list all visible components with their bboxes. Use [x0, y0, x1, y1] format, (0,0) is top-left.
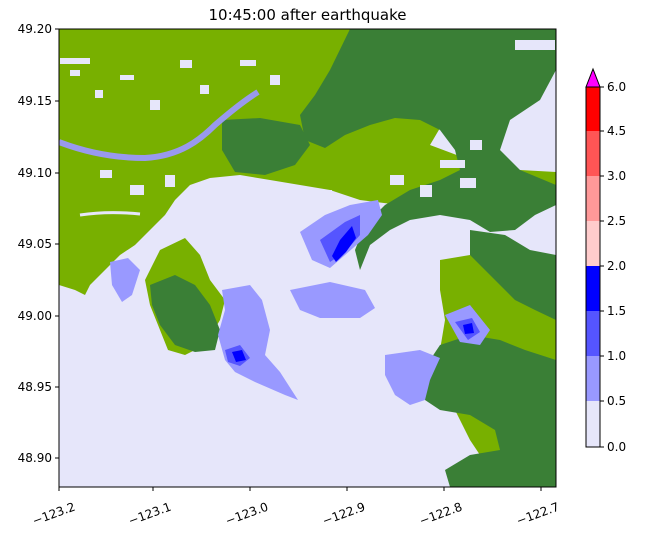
colorbar-tick-label: 0.5	[607, 394, 626, 408]
y-tick-label: 49.15	[18, 94, 52, 108]
upland-central	[222, 118, 310, 175]
colorbar-tick-label: 3.0	[607, 169, 626, 183]
flood-zone-1-5-east	[463, 323, 474, 334]
colorbar-band	[586, 221, 600, 266]
flood-zone-0-5-center	[290, 282, 375, 318]
fraser-river	[59, 89, 260, 162]
plot-frame	[58, 28, 557, 488]
upland-northeast	[300, 29, 556, 270]
upland-southeast	[425, 335, 556, 487]
y-tick-label: 49.10	[18, 166, 52, 180]
x-tick-label: −122.9	[320, 500, 367, 528]
y-tick-label: 49.05	[18, 237, 52, 251]
colorbar-extend-arrow	[585, 67, 601, 88]
colorbar-tick-label: 4.5	[607, 124, 626, 138]
x-axis: −123.2 −123.1 −123.0 −122.9 −122.8 −122.…	[30, 487, 561, 528]
colorbar-band	[586, 356, 600, 401]
flood-zone-1-5-south	[232, 350, 246, 362]
y-tick-label: 48.90	[18, 451, 52, 465]
y-tick-label: 48.95	[18, 380, 52, 394]
colorbar-band	[586, 87, 600, 131]
flood-zone-1-0-harbor	[320, 215, 360, 262]
colorbar-frame	[585, 86, 601, 448]
colorbar-band	[586, 311, 600, 356]
flood-zone-1-5-harbor	[332, 226, 356, 262]
y-tick-label: 49.00	[18, 309, 52, 323]
x-tick-label: −123.0	[223, 500, 270, 528]
x-tick-label: −123.1	[126, 500, 173, 528]
inundation-zones	[110, 200, 490, 405]
river-branch	[79, 211, 141, 217]
colorbar-band	[586, 266, 600, 311]
upland-ridge-east	[470, 230, 556, 320]
flood-zone-0-5-bay	[385, 350, 440, 405]
flood-zone-0-5-south	[218, 285, 298, 400]
colorbar-tick-label: 1.5	[607, 304, 626, 318]
colorbar-band	[586, 401, 600, 447]
colorbar: 6.0 4.5 3.0 2.5 2.0 1.5 1.0 0.5 0.0	[585, 67, 626, 454]
colorbar-tick-label: 1.0	[607, 349, 626, 363]
colorbar-tick-label: 2.0	[607, 259, 626, 273]
x-tick-label: −122.8	[417, 500, 464, 528]
colorbar-band	[586, 131, 600, 176]
colorbar-tick-label: 6.0	[607, 80, 626, 94]
y-axis: 49.20 49.15 49.10 49.05 49.00 48.95 48.9…	[18, 22, 59, 465]
x-tick-label: −122.7	[514, 500, 561, 528]
map-title: 10:45:00 after earthquake	[208, 6, 407, 24]
colorbar-tick-label: 0.0	[607, 440, 626, 454]
x-tick-label: −123.2	[30, 500, 77, 528]
colorbar-tick-label: 2.5	[607, 214, 626, 228]
colorbar-band	[586, 176, 600, 221]
map-plot-area	[58, 28, 557, 488]
flood-zone-0-5-west	[110, 258, 140, 302]
y-tick-label: 49.20	[18, 22, 52, 36]
urban-patches	[60, 40, 555, 208]
upland-point-roberts	[150, 275, 220, 352]
